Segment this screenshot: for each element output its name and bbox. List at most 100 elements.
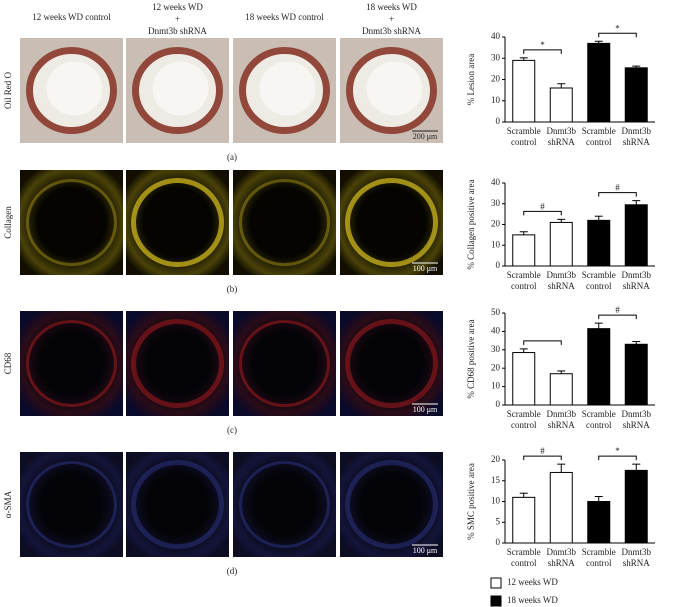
row-label: CD68 [3, 352, 13, 374]
x-tick-label: Scramble control [507, 409, 541, 430]
panel-label: (b) [227, 284, 238, 294]
micrograph [20, 311, 123, 416]
scale-bar-label: 200 μm [413, 132, 438, 141]
panel-label: (a) [227, 152, 237, 162]
x-tick-label: Dnmt3b shRNA [546, 126, 576, 147]
vessel-signal [239, 179, 330, 266]
y-tick-label: 0 [496, 116, 501, 126]
x-tick-label: Dnmt3b shRNA [621, 409, 651, 430]
y-tick-label: 0 [496, 537, 501, 547]
y-tick-label: 20 [491, 454, 501, 464]
column-header: + [389, 14, 394, 24]
significance-bracket [523, 210, 562, 216]
scale-bar-label: 100 μm [413, 405, 438, 414]
vessel-signal [345, 178, 438, 267]
significance-bracket [598, 32, 637, 38]
vessel-signal [131, 460, 224, 549]
x-tick-label: Scramble control [582, 270, 616, 291]
bar [512, 352, 536, 406]
significance-bracket [523, 340, 562, 345]
y-tick-label: 0 [496, 260, 501, 270]
bar [549, 87, 573, 123]
bar [512, 234, 536, 267]
x-tick-label: Dnmt3b shRNA [621, 547, 651, 568]
y-tick-label: 15 [491, 475, 501, 485]
y-tick-label: 20 [491, 219, 501, 229]
column-header: 18 weeks WD [366, 2, 417, 12]
bar [624, 67, 648, 123]
bar [587, 501, 611, 544]
bar [587, 219, 611, 267]
bar [624, 343, 648, 406]
bar [549, 373, 573, 406]
row-label: Oil Red O [3, 72, 13, 109]
micrograph [20, 170, 123, 275]
significance-bracket [598, 314, 637, 320]
column-header: 18 weeks WD control [245, 12, 324, 22]
lumen [152, 61, 209, 116]
panel-label: (c) [227, 425, 237, 435]
significance-label: # [540, 446, 545, 456]
y-tick-label: 10 [491, 496, 501, 506]
legend-label: 12 weeks WD [507, 577, 558, 587]
micrograph [126, 452, 229, 557]
y-tick-label: 40 [491, 177, 501, 187]
micrograph [233, 311, 336, 416]
row-label: α-SMA [3, 490, 13, 518]
panel-label: (d) [227, 566, 238, 576]
bar [512, 59, 536, 123]
x-tick-label: Scramble control [582, 409, 616, 430]
legend-label: 18 weeks WD [507, 595, 558, 605]
bar [549, 221, 573, 267]
vessel-signal [131, 319, 224, 408]
x-tick-label: Scramble control [582, 547, 616, 568]
vessel-signal [345, 319, 438, 408]
legend-swatch [490, 595, 502, 607]
scale-bar-label: 100 μm [413, 546, 438, 555]
lumen [259, 61, 316, 116]
x-tick-label: Scramble control [507, 547, 541, 568]
column-header: + [175, 14, 180, 24]
y-tick-label: 5 [496, 516, 501, 526]
micrograph [340, 452, 443, 557]
y-tick-label: 40 [491, 31, 501, 41]
vessel-signal [239, 461, 330, 548]
y-tick-label: 20 [491, 74, 501, 84]
micrograph [126, 170, 229, 275]
x-tick-label: Scramble control [582, 126, 616, 147]
micrograph [340, 311, 443, 416]
vessel-signal [345, 460, 438, 549]
y-tick-label: 20 [491, 362, 501, 372]
row-label: Collagen [3, 206, 13, 239]
bar [624, 469, 648, 544]
column-header: Dnmt3b shRNA [362, 26, 421, 36]
bar [624, 204, 648, 267]
micrograph [126, 311, 229, 416]
micrograph [20, 452, 123, 557]
significance-bracket [523, 455, 562, 461]
micrograph [233, 452, 336, 557]
x-tick-label: Dnmt3b shRNA [546, 270, 576, 291]
vessel-signal [26, 461, 117, 548]
bar [587, 328, 611, 406]
y-tick-label: 10 [491, 239, 501, 249]
y-axis-label: % Lesion area [466, 54, 476, 105]
y-tick-label: 50 [491, 307, 501, 317]
y-tick-label: 30 [491, 52, 501, 62]
y-tick-label: 10 [491, 381, 501, 391]
y-axis-label: % CD68 positive area [466, 319, 476, 398]
significance-label: * [615, 446, 620, 456]
significance-bracket [598, 192, 637, 197]
scale-bar-label: 100 μm [413, 264, 438, 273]
y-tick-label: 40 [491, 325, 501, 335]
column-header: 12 weeks WD [152, 2, 203, 12]
y-axis-label: % SMC positive area [466, 463, 476, 540]
x-tick-label: Scramble control [507, 270, 541, 291]
x-tick-label: Dnmt3b shRNA [546, 547, 576, 568]
significance-label: # [615, 305, 620, 315]
legend-swatch [490, 577, 502, 589]
significance-label: * [540, 40, 545, 50]
y-tick-label: 30 [491, 344, 501, 354]
y-tick-label: 10 [491, 95, 501, 105]
